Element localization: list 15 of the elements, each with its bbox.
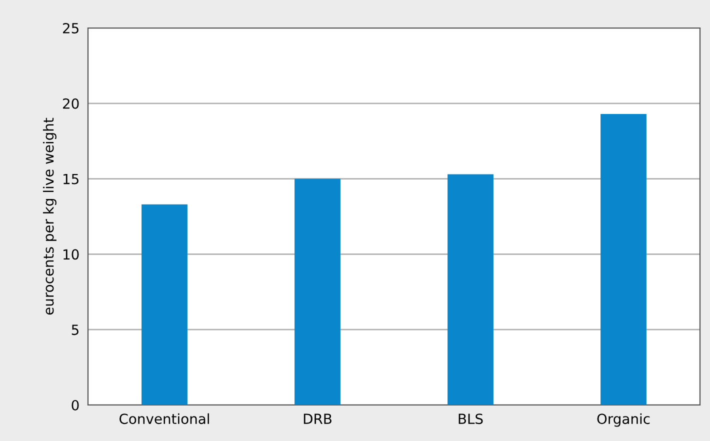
y-tick-label: 10 <box>64 249 79 260</box>
bar <box>600 114 646 405</box>
bar <box>448 174 494 405</box>
x-tick-label: BLS <box>458 414 483 424</box>
y-axis-title: eurocents per kg live weight <box>42 118 56 315</box>
y-tick-label: 5 <box>72 324 78 336</box>
x-tick-label: Conventional <box>120 413 209 424</box>
bar <box>294 178 340 405</box>
x-tick-label: DRB <box>304 414 332 424</box>
y-tick-label: 25 <box>63 22 78 34</box>
y-tick-label: 0 <box>72 400 79 410</box>
bar <box>142 204 188 405</box>
y-tick-label: 15 <box>64 174 78 184</box>
x-tick-label: Organic <box>597 413 650 427</box>
y-tick-label: 20 <box>63 98 79 109</box>
